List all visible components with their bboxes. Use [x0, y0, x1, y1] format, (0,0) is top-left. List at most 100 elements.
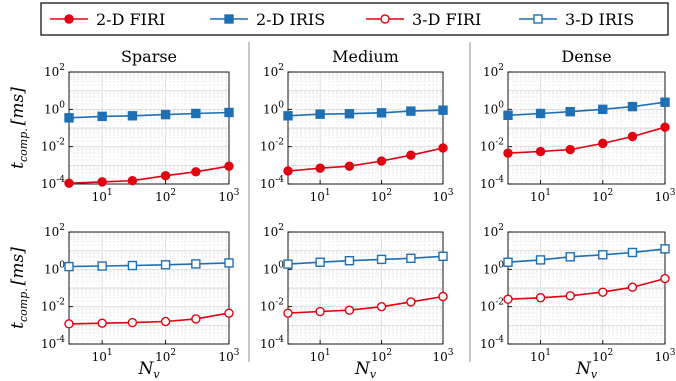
y-tick-label: 10-4: [260, 335, 284, 351]
data-point: [407, 298, 415, 306]
x-tick-label: 101: [310, 348, 331, 364]
column-title: Sparse: [121, 47, 177, 66]
grid: [288, 232, 443, 344]
x-tick-label: 101: [310, 188, 331, 204]
legend-label: 3-D IRIS: [565, 10, 634, 29]
data-point: [345, 257, 353, 265]
data-point: [378, 109, 386, 117]
x-tick-label: 101: [92, 188, 113, 204]
plot-panel: 101 102 103 10-4 10-2 100 102: [260, 63, 454, 204]
data-point: [439, 144, 447, 152]
data-point: [628, 248, 636, 256]
data-point: [504, 111, 512, 119]
grid: [288, 72, 443, 184]
legend-marker: [225, 15, 233, 23]
legend-marker: [65, 15, 73, 23]
x-tick-label: 103: [218, 348, 239, 364]
data-point: [225, 309, 233, 317]
y-tick-label: 102: [483, 223, 504, 239]
data-point: [537, 256, 545, 264]
y-tick-label: 10-2: [41, 138, 65, 154]
data-point: [599, 288, 607, 296]
column-title: Dense: [561, 47, 611, 66]
data-point: [439, 106, 447, 114]
series: [284, 293, 447, 318]
data-point: [628, 283, 636, 291]
data-point: [407, 107, 415, 115]
data-point: [378, 303, 386, 311]
data-point: [504, 149, 512, 157]
data-point: [192, 168, 200, 176]
x-tick-label: 103: [432, 188, 453, 204]
data-point: [661, 98, 669, 106]
x-tick-label: 102: [371, 348, 392, 364]
data-point: [284, 167, 292, 175]
x-tick-label: 103: [654, 348, 675, 364]
data-point: [162, 261, 170, 269]
data-point: [162, 172, 170, 180]
data-point: [537, 109, 545, 117]
series-line: [69, 313, 229, 324]
y-tick-label: 100: [44, 100, 65, 116]
data-point: [316, 110, 324, 118]
data-point: [65, 114, 73, 122]
data-point: [378, 157, 386, 165]
legend-label: 2-D IRIS: [256, 10, 325, 29]
data-point: [628, 133, 636, 141]
data-point: [65, 263, 73, 271]
data-point: [599, 105, 607, 113]
data-point: [566, 253, 574, 261]
legend-marker: [534, 15, 542, 23]
series: [284, 106, 447, 120]
series-line: [288, 256, 443, 264]
y-tick-label: 10-2: [480, 138, 504, 154]
data-point: [225, 162, 233, 170]
data-point: [128, 112, 136, 120]
x-tick-label: 103: [432, 348, 453, 364]
data-point: [378, 255, 386, 263]
data-point: [407, 254, 415, 262]
x-tick-label: 101: [530, 188, 551, 204]
y-axis-label: tcomp.[ms]: [8, 87, 30, 169]
data-point: [192, 260, 200, 268]
series: [504, 98, 669, 119]
y-tick-label: 10-2: [260, 138, 284, 154]
x-tick-label: 101: [530, 348, 551, 364]
data-point: [98, 319, 106, 327]
data-point: [98, 178, 106, 186]
grid: [508, 232, 665, 344]
data-point: [225, 259, 233, 267]
x-tick-label: 103: [218, 188, 239, 204]
data-point: [345, 162, 353, 170]
data-point: [316, 164, 324, 172]
y-axis-label: tcomp.[ms]: [8, 247, 30, 329]
data-point: [162, 111, 170, 119]
x-tick-label: 102: [592, 188, 613, 204]
y-tick-label: 10-4: [260, 175, 284, 191]
series: [504, 245, 669, 266]
x-tick-label: 102: [155, 348, 176, 364]
data-point: [284, 112, 292, 120]
grid: [508, 72, 665, 184]
data-point: [65, 179, 73, 187]
data-point: [566, 146, 574, 154]
data-point: [192, 315, 200, 323]
data-point: [599, 251, 607, 259]
y-tick-label: 102: [44, 63, 65, 79]
data-point: [537, 148, 545, 156]
plot-panel: 101 102 103 10-4 10-2 100 102: [41, 63, 240, 204]
data-point: [439, 252, 447, 260]
y-tick-label: 100: [263, 100, 284, 116]
data-point: [661, 245, 669, 253]
data-point: [225, 108, 233, 116]
data-point: [316, 258, 324, 266]
y-tick-label: 10-2: [480, 298, 504, 314]
x-tick-label: 102: [592, 348, 613, 364]
y-tick-label: 102: [44, 223, 65, 239]
data-point: [128, 262, 136, 270]
data-point: [537, 294, 545, 302]
data-point: [661, 123, 669, 131]
data-point: [566, 108, 574, 116]
data-point: [345, 110, 353, 118]
y-tick-label: 102: [263, 223, 284, 239]
